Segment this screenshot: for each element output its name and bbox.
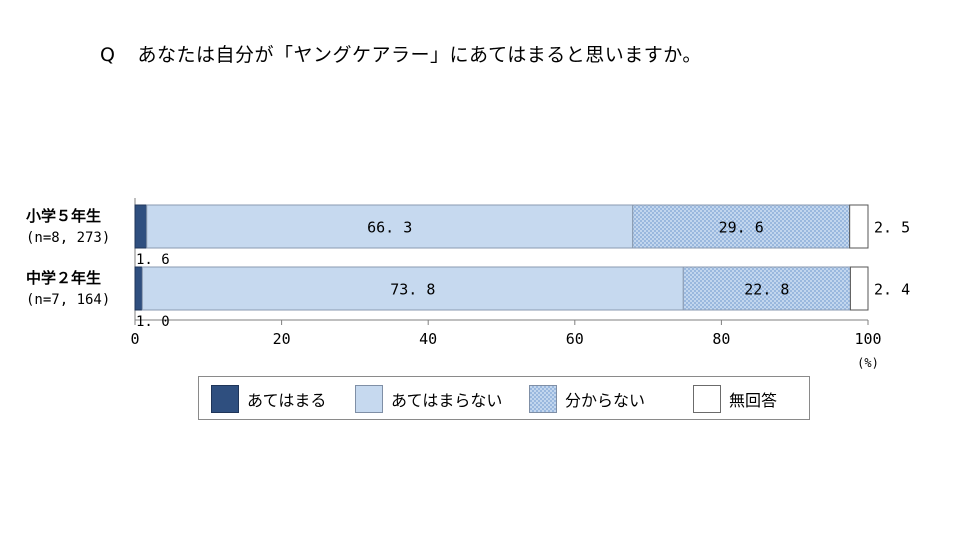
data-label-wakaranai: 29. 6	[719, 219, 764, 237]
bar-segment-mukaitou	[849, 204, 869, 249]
row-label-grade8: 中学２年生 (n=7, 164)	[26, 267, 110, 311]
x-tick-label: 60	[566, 330, 584, 348]
legend-swatch	[211, 385, 239, 413]
x-tick-label: 80	[712, 330, 730, 348]
row-sample-size: (n=7, 164)	[26, 292, 111, 308]
data-label-atehamaranai: 66. 3	[367, 219, 412, 237]
question-label: Q	[100, 44, 116, 66]
x-tick-label: 20	[273, 330, 291, 348]
bar-segment-mukaitou	[849, 266, 869, 311]
data-label-mukaitou: 2. 4	[874, 281, 910, 299]
legend-swatch	[355, 385, 383, 413]
chart-legend: あてはまる あてはまらない 分からない 無回答	[198, 376, 810, 420]
legend-item-wakaranai: 分からない	[529, 385, 646, 413]
bar-segment-atehamaru	[134, 266, 143, 311]
question-text: あなたは自分が「ヤングケアラー」にあてはまると思いますか。	[137, 44, 702, 66]
row-label-grade5: 小学５年生 (n=8, 273)	[26, 205, 110, 249]
legend-label: 無回答	[729, 391, 778, 410]
row-name: 小学５年生	[26, 207, 102, 225]
data-label-atehamaru: 1. 0	[136, 314, 170, 330]
legend-item-atehamaru: あてはまる	[211, 385, 327, 413]
question-title: Q あなたは自分が「ヤングケアラー」にあてはまると思いますか。	[100, 40, 702, 67]
bar-segment-atehamaranai	[141, 266, 684, 311]
row-name: 中学２年生	[26, 269, 102, 287]
data-label-atehamaru: 1. 6	[136, 252, 170, 268]
data-label-wakaranai: 22. 8	[744, 281, 789, 299]
legend-item-mukaitou: 無回答	[693, 385, 778, 413]
legend-label: あてはまる	[247, 391, 327, 410]
legend-label: 分からない	[565, 391, 646, 410]
x-unit-label: (%)	[857, 356, 879, 370]
x-tick-label: 100	[854, 330, 881, 348]
bar-segment-wakaranai	[632, 204, 851, 249]
bar-segment-atehamaru	[134, 204, 148, 249]
legend-item-atehamaranai: あてはまらない	[355, 385, 503, 413]
legend-swatch	[529, 385, 557, 413]
x-tick-label: 0	[130, 330, 139, 348]
bar-segment-wakaranai	[682, 266, 851, 311]
row-sample-size: (n=8, 273)	[26, 230, 111, 246]
x-tick-label: 40	[419, 330, 437, 348]
data-label-atehamaranai: 73. 8	[390, 281, 435, 299]
data-label-mukaitou: 2. 5	[874, 219, 910, 237]
bar-segment-atehamaranai	[146, 204, 634, 249]
legend-swatch	[693, 385, 721, 413]
legend-label: あてはまらない	[391, 391, 503, 410]
